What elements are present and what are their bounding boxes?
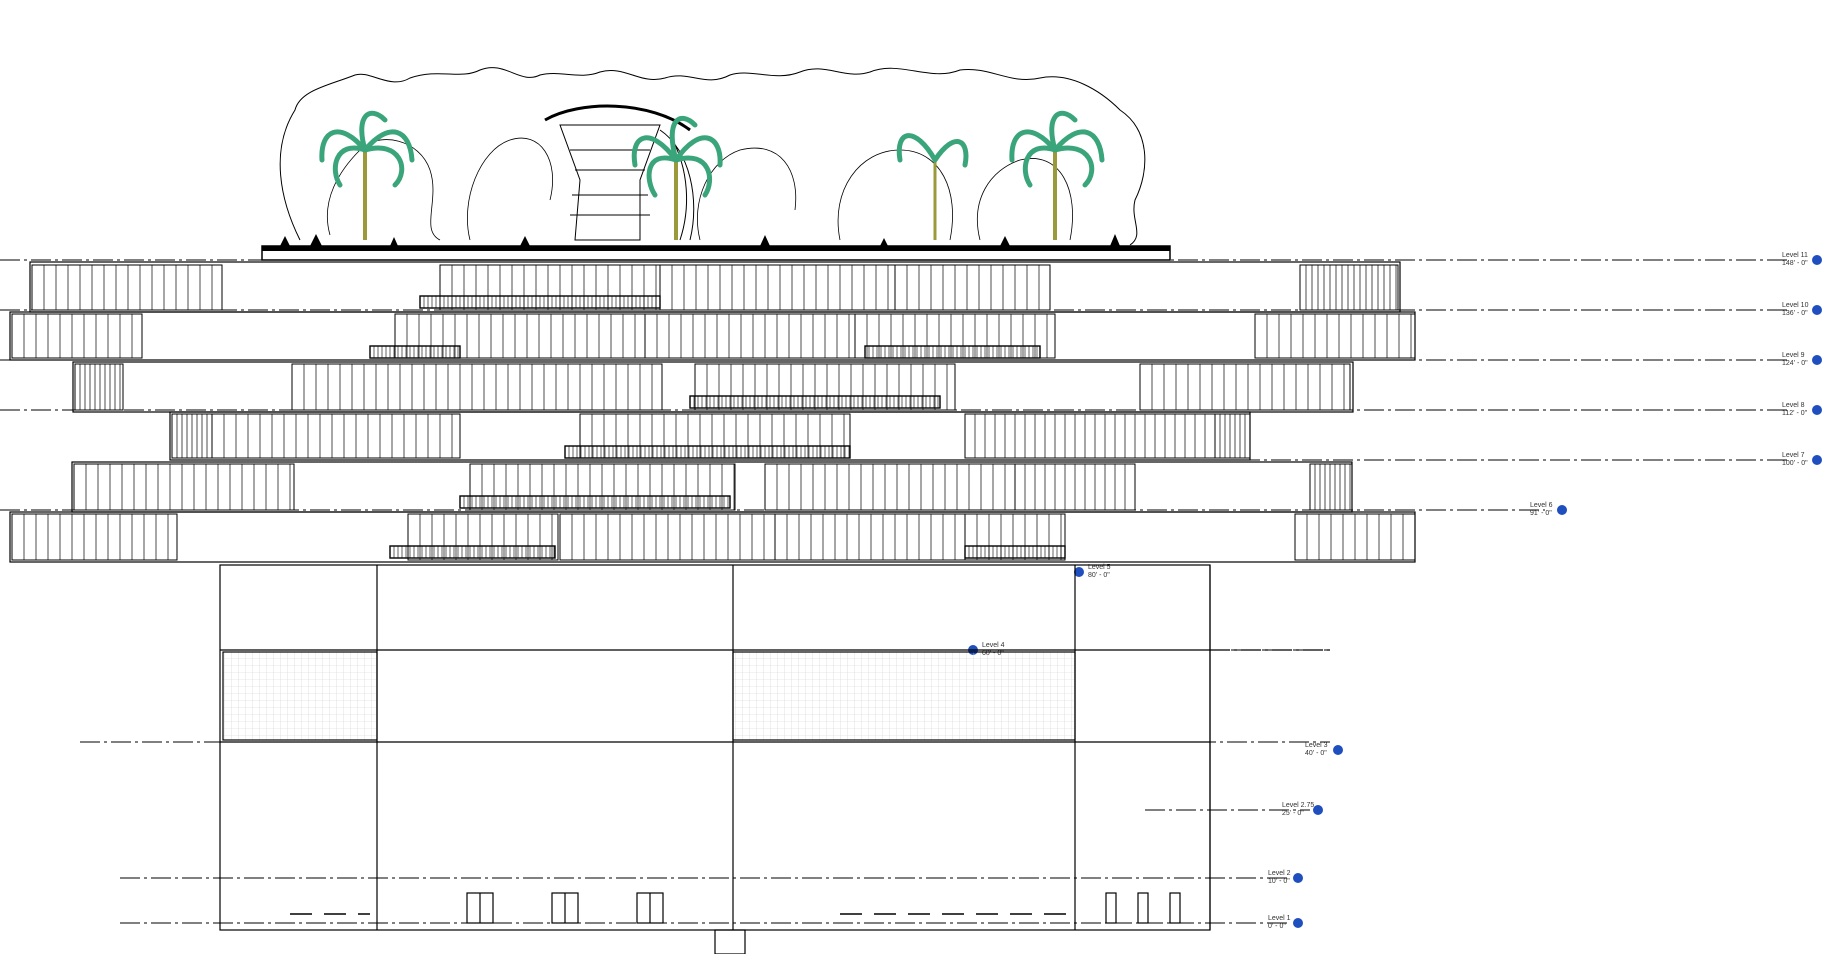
glazing-panel [559,513,776,561]
level-2-75-name: Level 2.75 [1282,802,1314,809]
level-5-elevation: 80' - 0" [1088,572,1110,579]
level-1-name: Level 1 [1268,915,1291,922]
level-4-name: Level 4 [982,642,1005,649]
glazing-panel [439,264,661,311]
level-marker-11[interactable]: Level 11 148' - 0" [1782,252,1822,267]
level-2-elevation: 10' - 0" [1268,878,1290,885]
level-10-elevation: 136' - 0" [1782,310,1808,317]
podium [219,564,1330,954]
level-marker-1[interactable]: Level 1 0' - 0" [1268,915,1303,930]
level-marker-6[interactable]: Level 6 91' - 0" [1530,502,1567,517]
level-2-name: Level 2 [1268,870,1291,877]
glazing-panel [1139,363,1351,411]
level-markers: Level 11 148' - 0" Level 10 136' - 0" Le… [968,252,1822,930]
roof-garden [261,67,1171,261]
palm-tree [896,133,969,240]
level-9-name: Level 9 [1782,352,1805,359]
glazing-panel [469,463,736,511]
glazing-panel [694,363,956,411]
glazing-panel [579,413,851,459]
podium-screen-left [222,651,378,741]
level-8-name: Level 8 [1782,402,1805,409]
glazing-panel [659,264,896,311]
level-11-name: Level 11 [1782,252,1808,259]
level-7-elevation: 100' - 0" [1782,460,1808,467]
level-10-name: Level 10 [1782,302,1809,309]
level-marker-2-75[interactable]: Level 2.75 25' - 0" [1282,802,1323,817]
level-marker-8[interactable]: Level 8 112' - 0" [1782,402,1822,417]
glazing-panel [964,413,1216,459]
tree-canopy-outline [279,67,1146,246]
level-marker-3[interactable]: Level 3 40' - 0" [1305,742,1343,757]
level-5-name: Level 5 [1088,564,1111,571]
balcony-railing [459,495,731,509]
balcony-railing [689,395,941,409]
glazing-panel [31,264,223,311]
palm-trees [319,110,1105,240]
balcony-railing [564,445,851,459]
glazing-panel [1214,413,1251,459]
level-8-elevation: 112' - 0" [1782,410,1808,417]
level-marker-10[interactable]: Level 10 136' - 0" [1782,302,1822,317]
glazing-panel [764,463,1016,511]
balcony-railing [964,545,1066,559]
glazing-panel [394,313,646,359]
glazing-panel [644,313,856,359]
curtain-wall-glazing [11,264,1416,561]
level-9-elevation: 124' - 0" [1782,360,1808,367]
balcony-railing [864,345,1041,359]
level-3-name: Level 3 [1305,742,1328,749]
glazing-panel [291,363,663,411]
glazing-panel [894,264,1051,311]
glazing-panel [1254,313,1416,359]
level-6-name: Level 6 [1530,502,1553,509]
level-marker-5[interactable]: Level 5 80' - 0" [1074,564,1111,579]
level-7-name: Level 7 [1782,452,1805,459]
glazing-panel [73,463,295,511]
level-1-elevation: 0' - 0" [1268,923,1286,930]
level-2-75-elevation: 25' - 0" [1282,810,1304,817]
tower-floors [9,261,1416,563]
glazing-panel [1299,264,1399,311]
level-3-elevation: 40' - 0" [1305,750,1327,757]
glazing-panel [964,513,1066,561]
glazing-panel [774,513,966,561]
palm-tree [319,110,415,240]
glazing-panel [74,363,124,411]
level-11-elevation: 148' - 0" [1782,260,1808,267]
level-marker-9[interactable]: Level 9 124' - 0" [1782,352,1822,367]
entrance-doors [466,892,1181,924]
level-marker-2[interactable]: Level 2 10' - 0" [1268,870,1303,885]
glazing-panel [211,413,461,459]
balcony-railing [369,345,461,359]
glazing-panel [11,513,178,561]
level-6-elevation: 91' - 0" [1530,510,1552,517]
glazing-panel [11,313,143,359]
glazing-panel [407,513,559,561]
balcony-railing [389,545,556,559]
palm-tree [631,116,723,240]
podium-screen-center [732,651,1076,741]
glazing-panel [1309,463,1353,511]
palm-tree [1009,110,1105,240]
level-marker-7[interactable]: Level 7 100' - 0" [1782,452,1822,467]
